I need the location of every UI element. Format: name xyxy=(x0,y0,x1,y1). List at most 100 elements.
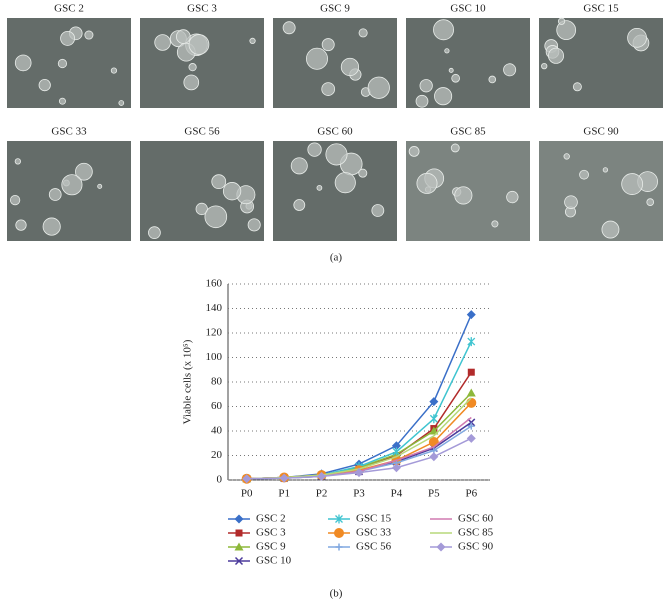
cell xyxy=(321,38,335,52)
image-label: GSC 90 xyxy=(583,126,619,138)
cell xyxy=(415,94,429,108)
x-tick-label: P4 xyxy=(391,488,403,500)
cell xyxy=(60,30,76,46)
legend-label: GSC 2 xyxy=(256,513,286,525)
cell xyxy=(454,186,473,205)
marker xyxy=(317,471,327,481)
cell xyxy=(247,218,261,232)
cell xyxy=(188,34,210,55)
cell xyxy=(579,169,589,180)
cell xyxy=(433,19,455,41)
legend-label: GSC 33 xyxy=(356,527,392,539)
cell xyxy=(61,174,83,196)
image-label: GSC 33 xyxy=(51,126,87,138)
y-tick-label: 0 xyxy=(217,474,223,486)
cell xyxy=(444,48,450,54)
marker xyxy=(466,433,476,443)
legend-label: GSC 90 xyxy=(458,541,494,553)
x-tick-label: P1 xyxy=(278,488,290,500)
image-label: GSC 60 xyxy=(317,126,353,138)
legend-marker xyxy=(436,542,446,552)
cell xyxy=(14,158,21,165)
cell xyxy=(195,202,208,216)
cell xyxy=(434,87,453,106)
panel-a-label: (a) xyxy=(330,252,343,264)
legend-label: GSC 9 xyxy=(256,541,286,553)
cell xyxy=(75,162,93,181)
cell xyxy=(541,63,548,70)
cell xyxy=(491,220,499,228)
legend-label: GSC 15 xyxy=(356,513,392,525)
image-label: GSC 10 xyxy=(450,3,486,15)
marker xyxy=(279,473,289,483)
cell xyxy=(110,67,118,74)
image-label: GSC 15 xyxy=(583,3,619,15)
cell xyxy=(306,47,328,70)
marker xyxy=(391,463,401,473)
cell xyxy=(506,190,519,204)
cell xyxy=(290,157,308,175)
cell xyxy=(503,63,517,77)
cell xyxy=(334,172,356,194)
cell xyxy=(293,199,306,211)
cell xyxy=(572,82,582,92)
cell xyxy=(358,28,368,38)
y-tick-label: 40 xyxy=(211,425,223,437)
cell xyxy=(38,79,51,92)
cell xyxy=(371,204,385,217)
legend-marker xyxy=(335,543,343,551)
cell xyxy=(564,195,578,209)
cell xyxy=(367,76,390,99)
cell xyxy=(48,188,62,201)
cell xyxy=(451,73,460,83)
cell xyxy=(57,58,68,69)
micrograph xyxy=(539,141,663,241)
marker xyxy=(242,474,252,484)
image-label: GSC 3 xyxy=(187,3,217,15)
y-tick-label: 60 xyxy=(211,400,223,412)
legend-marker xyxy=(234,556,244,566)
y-tick-label: 80 xyxy=(211,376,223,388)
marker xyxy=(467,337,476,347)
legend-marker xyxy=(235,529,243,537)
cell xyxy=(321,82,336,96)
marker xyxy=(466,310,476,320)
marker xyxy=(466,397,477,408)
x-tick-label: P6 xyxy=(465,488,477,500)
image-label: GSC 2 xyxy=(54,3,84,15)
marker xyxy=(429,414,438,424)
marker xyxy=(391,441,401,451)
legend-marker xyxy=(334,528,344,538)
cell xyxy=(9,194,21,206)
cell xyxy=(408,146,420,157)
cell xyxy=(556,20,577,41)
cell xyxy=(175,29,191,44)
legend-label: GSC 60 xyxy=(458,513,494,525)
y-tick-label: 20 xyxy=(211,449,223,461)
cell xyxy=(204,205,228,229)
cell xyxy=(547,47,565,64)
marker xyxy=(429,397,439,407)
cell xyxy=(211,174,227,190)
image-label: GSC 85 xyxy=(450,126,486,138)
cell xyxy=(450,143,460,153)
marker xyxy=(467,422,475,430)
marker xyxy=(354,468,364,478)
cell xyxy=(646,198,655,206)
y-axis-label: Viable cells (x 10⁵) xyxy=(182,339,194,424)
marker xyxy=(467,368,475,376)
x-tick-label: P3 xyxy=(353,488,365,500)
cell xyxy=(148,226,161,239)
cell xyxy=(416,172,438,194)
x-tick-label: P0 xyxy=(241,488,253,500)
cell xyxy=(557,17,566,25)
cell xyxy=(118,100,125,106)
panel-b-label: (b) xyxy=(330,588,343,600)
cell xyxy=(183,74,200,91)
legend-label: GSC 10 xyxy=(256,555,292,567)
series-line xyxy=(246,341,472,480)
cell xyxy=(307,142,322,157)
cell xyxy=(15,219,27,231)
cell xyxy=(488,75,497,84)
cell xyxy=(58,97,66,105)
